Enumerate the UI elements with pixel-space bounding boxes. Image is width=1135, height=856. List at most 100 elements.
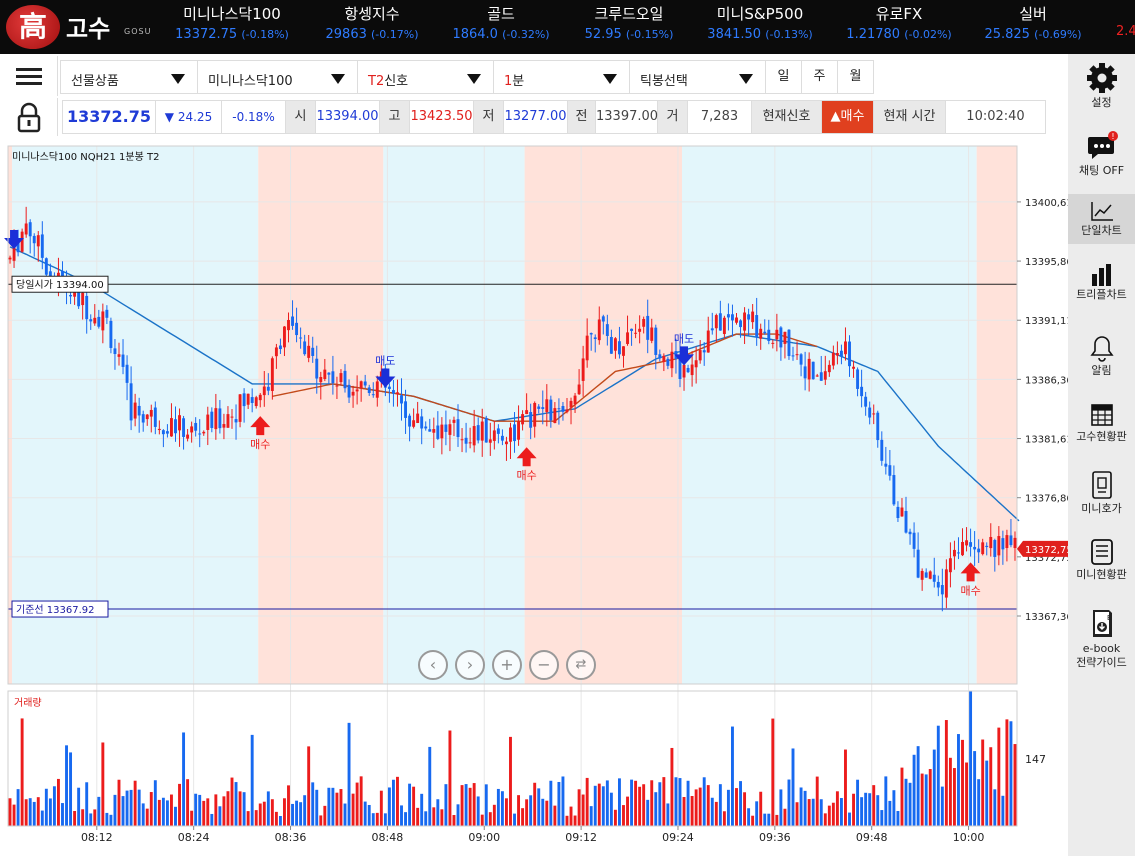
candle-body: [763, 331, 767, 334]
candle-body: [113, 348, 117, 355]
period-week-button[interactable]: 주: [802, 60, 838, 94]
candle: [549, 395, 553, 428]
ticker-item[interactable]: 골드 1864.0 (-0.32%): [436, 4, 566, 46]
grid-icon: [1090, 404, 1113, 426]
volume-bar: [246, 811, 250, 826]
candle: [315, 345, 319, 394]
y-axis-label: 13372,75: [1025, 553, 1068, 564]
volume-bar: [61, 803, 64, 826]
y-axis-label: 13391,11: [1025, 316, 1068, 327]
candle: [900, 498, 904, 517]
volume-bar: [658, 782, 662, 826]
candle-body: [678, 358, 682, 379]
ticker-item[interactable]: 유로FX 1.21780 (-0.02%): [834, 4, 964, 46]
ticker-item[interactable]: 미니S&P500 3841.50 (-0.13%): [695, 4, 825, 46]
scroll-right-button[interactable]: ›: [455, 650, 485, 680]
zoom-in-button[interactable]: +: [492, 650, 522, 680]
candle-body: [440, 424, 444, 439]
ticker-item[interactable]: 항셍지수 29863 (-0.17%): [307, 4, 437, 46]
ticker-value: 1864.0 (-0.32%): [452, 27, 550, 42]
x-axis-label: 08:12: [81, 831, 113, 844]
period-month-button[interactable]: 월: [838, 60, 874, 94]
candle: [480, 408, 484, 457]
volume-bar: [178, 783, 181, 826]
sidebar-label-ebook: e-book 전략가이드: [1076, 642, 1127, 669]
zoom-out-button[interactable]: −: [529, 650, 559, 680]
candle-select[interactable]: 틱봉선택: [630, 60, 766, 94]
x-axis-label: 09:12: [565, 831, 597, 844]
candle: [460, 428, 464, 453]
product-type-select[interactable]: 선물상품: [60, 60, 198, 94]
signal-label: 매수: [960, 584, 980, 597]
candle-body: [537, 406, 541, 409]
candle-body: [759, 328, 763, 339]
volume-bar: [484, 784, 488, 826]
candle: [767, 319, 771, 345]
candle-body: [420, 416, 424, 429]
candle: [694, 346, 698, 384]
buy-signal-marker: 매수: [960, 562, 981, 597]
volume-bar: [839, 798, 843, 826]
candle-body: [634, 332, 638, 334]
sidebar-item-ebook[interactable]: E e-book 전략가이드: [1068, 606, 1135, 674]
candle-body: [452, 419, 456, 423]
sidebar-item-single-chart[interactable]: 단일차트: [1068, 194, 1135, 244]
signal-select[interactable]: T2신호: [358, 60, 494, 94]
sidebar-item-mini-quote[interactable]: 미니호가: [1068, 470, 1135, 520]
candle: [258, 393, 262, 408]
logo[interactable]: 高 고수 GOSU: [6, 3, 156, 51]
sell-signal-marker: 매도: [375, 355, 395, 388]
candle: [783, 331, 787, 359]
volume-bar: [153, 780, 157, 826]
scroll-left-button[interactable]: ‹: [418, 650, 448, 680]
chart-area[interactable]: 매수 매도 매수 매도 매수 당일시가 13394.00 기준선 13367.92 미니나스닥…: [0, 136, 1068, 856]
ticker-item[interactable]: 실버 25.825 (-0.69%): [968, 4, 1098, 46]
volume-bar: [436, 799, 440, 826]
ticker-item[interactable]: 크루드오일 52.95 (-0.15%): [564, 4, 694, 46]
candle: [85, 286, 89, 334]
period-day-button[interactable]: 일: [766, 60, 802, 94]
candle-body: [85, 295, 89, 320]
sidebar-item-chat[interactable]: ! 채팅 OFF: [1068, 130, 1135, 186]
sidebar-item-alert[interactable]: 알림: [1068, 334, 1135, 384]
ticker-name: 미니S&P500: [716, 5, 804, 23]
candle-body: [791, 355, 795, 357]
lock-button[interactable]: [0, 98, 58, 136]
volume-bar: [182, 732, 186, 826]
candle: [948, 542, 952, 588]
menu-button[interactable]: [0, 56, 58, 96]
product-select[interactable]: 미니나스닥100: [198, 60, 358, 94]
candle-body: [428, 429, 432, 432]
candle: [472, 409, 476, 453]
reset-button[interactable]: ⇄: [566, 650, 596, 680]
sidebar-item-mini-board[interactable]: 미니현황판: [1068, 538, 1135, 588]
candle-body: [848, 341, 851, 367]
volume-bar: [981, 739, 985, 826]
candle-body: [549, 399, 553, 421]
candle-body: [940, 585, 944, 595]
candle-body: [339, 373, 343, 383]
volume-label: 거래량: [14, 697, 42, 709]
volume-bar: [65, 745, 68, 826]
candle-body: [888, 465, 892, 476]
ticker-item[interactable]: 미니나스닥100 13372.75 (-0.18%): [167, 4, 297, 46]
candle-body: [307, 345, 311, 358]
low-label: 저: [474, 100, 504, 134]
sidebar-item-gosu-board[interactable]: 고수현황판: [1068, 402, 1135, 452]
volume-bar: [174, 806, 177, 826]
candle-body: [109, 320, 113, 348]
candle: [492, 420, 496, 450]
candle-body: [839, 350, 843, 357]
interval-select[interactable]: 1분: [494, 60, 630, 94]
candle: [609, 329, 613, 354]
candle-body: [694, 360, 698, 368]
sidebar-item-triple-chart[interactable]: 트리플차트: [1068, 262, 1135, 312]
volume-bar: [440, 809, 444, 826]
candle: [940, 568, 944, 612]
candle: [504, 436, 508, 461]
ticker-value: 29863 (-0.17%): [325, 27, 419, 42]
high-label: 고: [380, 100, 410, 134]
candle-body: [803, 366, 807, 379]
sidebar-item-settings[interactable]: 설정: [1068, 62, 1135, 118]
